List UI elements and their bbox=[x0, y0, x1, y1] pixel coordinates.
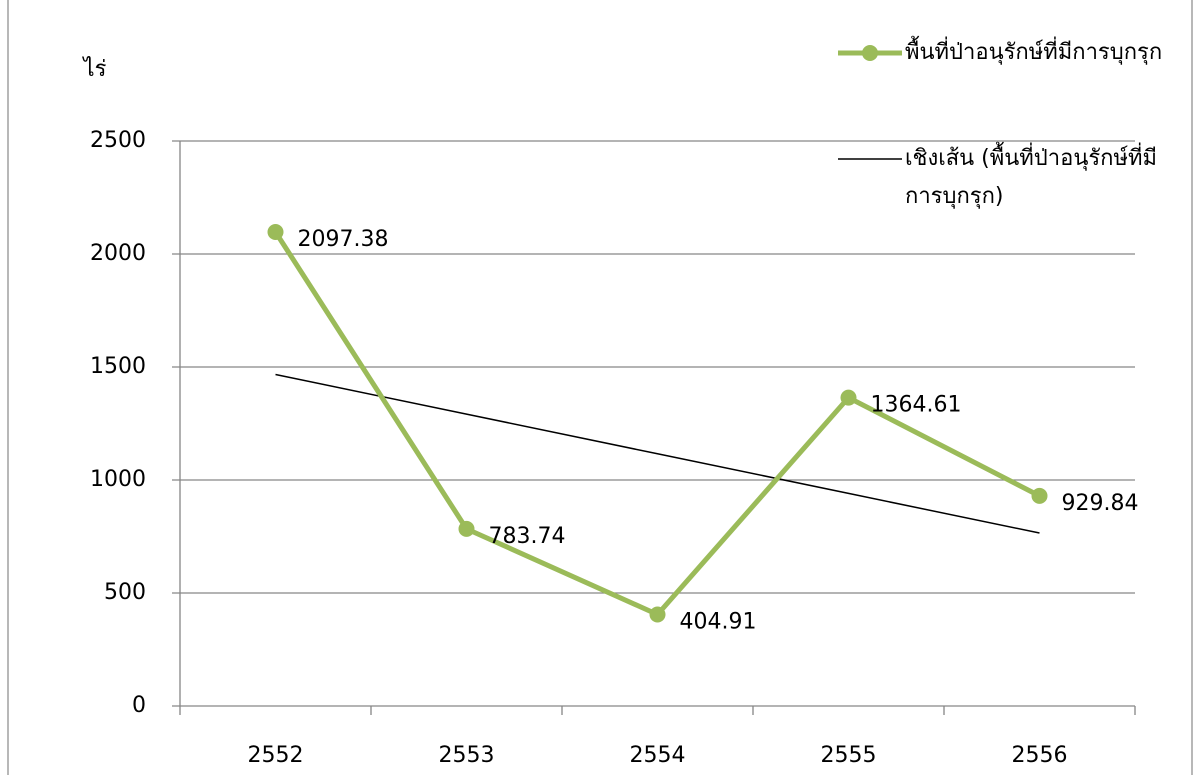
data-label: 783.74 bbox=[489, 524, 566, 549]
trend-line bbox=[275, 373, 1040, 534]
data-point bbox=[458, 520, 475, 537]
y-axis-label: ไร่ bbox=[82, 56, 107, 82]
x-tick-label: 2552 bbox=[248, 743, 304, 768]
data-line bbox=[273, 230, 1041, 617]
y-tick-label: 0 bbox=[132, 693, 146, 718]
y-tick-label: 1000 bbox=[90, 467, 146, 492]
data-point bbox=[649, 606, 666, 623]
legend-label: พื้นที่ป่าอนุรักษ์ที่มีการบุกรุก bbox=[905, 40, 1163, 65]
x-tick-label: 2556 bbox=[1012, 743, 1068, 768]
data-label: 929.84 bbox=[1062, 491, 1139, 516]
x-tick-label: 2555 bbox=[821, 743, 877, 768]
y-tick-label: 2000 bbox=[90, 241, 146, 266]
data-label: 404.91 bbox=[680, 609, 757, 634]
data-point bbox=[840, 389, 857, 406]
data-point bbox=[267, 223, 284, 240]
y-tick-label: 2500 bbox=[90, 128, 146, 153]
y-tick-label: 500 bbox=[104, 580, 146, 605]
legend-label: เชิงเส้น (พื้นที่ป่าอนุรักษ์ที่มีการบุกร… bbox=[905, 146, 1158, 209]
data-label: 2097.38 bbox=[298, 227, 389, 252]
x-tick-label: 2553 bbox=[439, 743, 495, 768]
chart-frame bbox=[7, 0, 1193, 775]
data-point bbox=[1031, 487, 1048, 504]
x-tick-label: 2554 bbox=[630, 743, 686, 768]
data-label: 1364.61 bbox=[871, 393, 962, 418]
y-tick-label: 1500 bbox=[90, 354, 146, 379]
legend-symbol bbox=[862, 45, 878, 61]
